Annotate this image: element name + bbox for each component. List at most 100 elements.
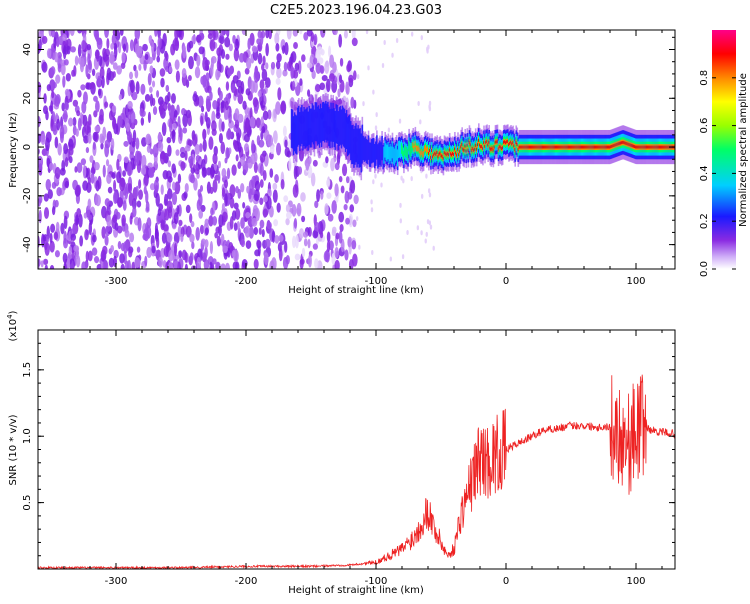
track-cell [606, 145, 609, 149]
track-cell [452, 152, 454, 155]
noise-cell [337, 88, 341, 98]
track-cell [320, 108, 323, 148]
track-cell [510, 140, 512, 144]
track-cell [297, 107, 299, 147]
noise-cell [331, 252, 336, 266]
track-cell [349, 114, 351, 154]
noise-cell [72, 116, 77, 127]
noise-cell [116, 158, 120, 171]
track-cell [638, 145, 640, 149]
noise-cell [61, 102, 66, 112]
track-cell [623, 141, 626, 145]
track-cell [342, 107, 345, 147]
noise-cell [133, 159, 139, 166]
track-cell [619, 141, 622, 145]
noise-cell [43, 258, 49, 266]
noise-cell [326, 78, 331, 93]
noise-cell [250, 80, 255, 94]
noise-cell [229, 197, 235, 209]
noise-cell [212, 179, 218, 193]
noise-cell [95, 194, 101, 207]
noise-cell [306, 30, 313, 37]
noise-cell [116, 65, 122, 75]
snr-series-line [38, 374, 675, 569]
noise-cell [244, 133, 250, 143]
noise-cell [112, 71, 116, 78]
noise-cell [50, 30, 56, 38]
noise-cell [202, 128, 207, 140]
noise-cell [202, 139, 207, 152]
noise-cell [264, 238, 271, 249]
noise-cell [135, 137, 140, 150]
noise-cell [43, 93, 47, 104]
track-cell [401, 143, 403, 154]
track-cell [415, 145, 418, 151]
noise-cell [92, 141, 96, 150]
noise-cell [127, 111, 132, 120]
track-cell [626, 142, 629, 146]
noise-cell [128, 192, 134, 207]
track-cell [533, 145, 535, 149]
noise-cell [399, 202, 402, 208]
noise-cell [50, 66, 56, 76]
track-cell [509, 142, 511, 145]
noise-cell [67, 90, 71, 100]
colorbar-label: Normalized spectral amplitude [738, 73, 749, 227]
track-cell [590, 145, 592, 149]
noise-cell [225, 53, 230, 60]
noise-cell [338, 211, 345, 223]
noise-cell [87, 250, 93, 262]
noise-cell [135, 81, 140, 95]
track-cell [528, 145, 531, 149]
noise-cell [157, 96, 164, 106]
track-cell [294, 114, 297, 154]
track-cell [548, 145, 551, 149]
noise-cell [166, 233, 173, 243]
track-cell [400, 141, 402, 159]
noise-cell [216, 47, 222, 57]
noise-cell [168, 249, 175, 262]
track-cell [424, 145, 427, 151]
noise-cell [41, 233, 45, 248]
track-cell [413, 146, 416, 152]
noise-cell [38, 133, 42, 144]
track-cell [639, 145, 641, 149]
noise-cell [68, 245, 73, 256]
noise-cell [77, 44, 82, 57]
noise-cell [292, 30, 299, 37]
noise-cell [351, 30, 356, 40]
noise-cell [229, 184, 236, 198]
noise-cell [106, 38, 110, 50]
noise-cell [120, 263, 125, 269]
noise-cell [78, 56, 82, 65]
track-cell [604, 145, 607, 149]
track-cell [632, 144, 635, 148]
track-cell [440, 154, 443, 158]
track-cell [663, 145, 665, 149]
noise-cell [246, 185, 250, 194]
noise-cell [303, 31, 309, 41]
track-cell [382, 144, 384, 170]
noise-cell [144, 94, 151, 102]
noise-cell [250, 153, 256, 165]
noise-region [38, 30, 435, 269]
noise-cell [234, 207, 241, 220]
track-cell [408, 140, 410, 152]
track-cell [329, 109, 331, 149]
track-cell [470, 149, 473, 153]
noise-cell [94, 256, 100, 264]
track-cell [495, 140, 498, 144]
noise-cell [428, 192, 432, 198]
track-cell [433, 153, 435, 157]
noise-cell [50, 100, 54, 115]
noise-cell [285, 255, 290, 265]
noise-cell [136, 246, 141, 253]
noise-cell [245, 57, 252, 70]
noise-cell [221, 100, 225, 109]
track-cell [483, 141, 485, 145]
track-cell [580, 145, 583, 149]
noise-cell [324, 60, 330, 74]
noise-cell [165, 52, 169, 62]
noise-cell [292, 80, 296, 91]
noise-cell [204, 227, 209, 236]
